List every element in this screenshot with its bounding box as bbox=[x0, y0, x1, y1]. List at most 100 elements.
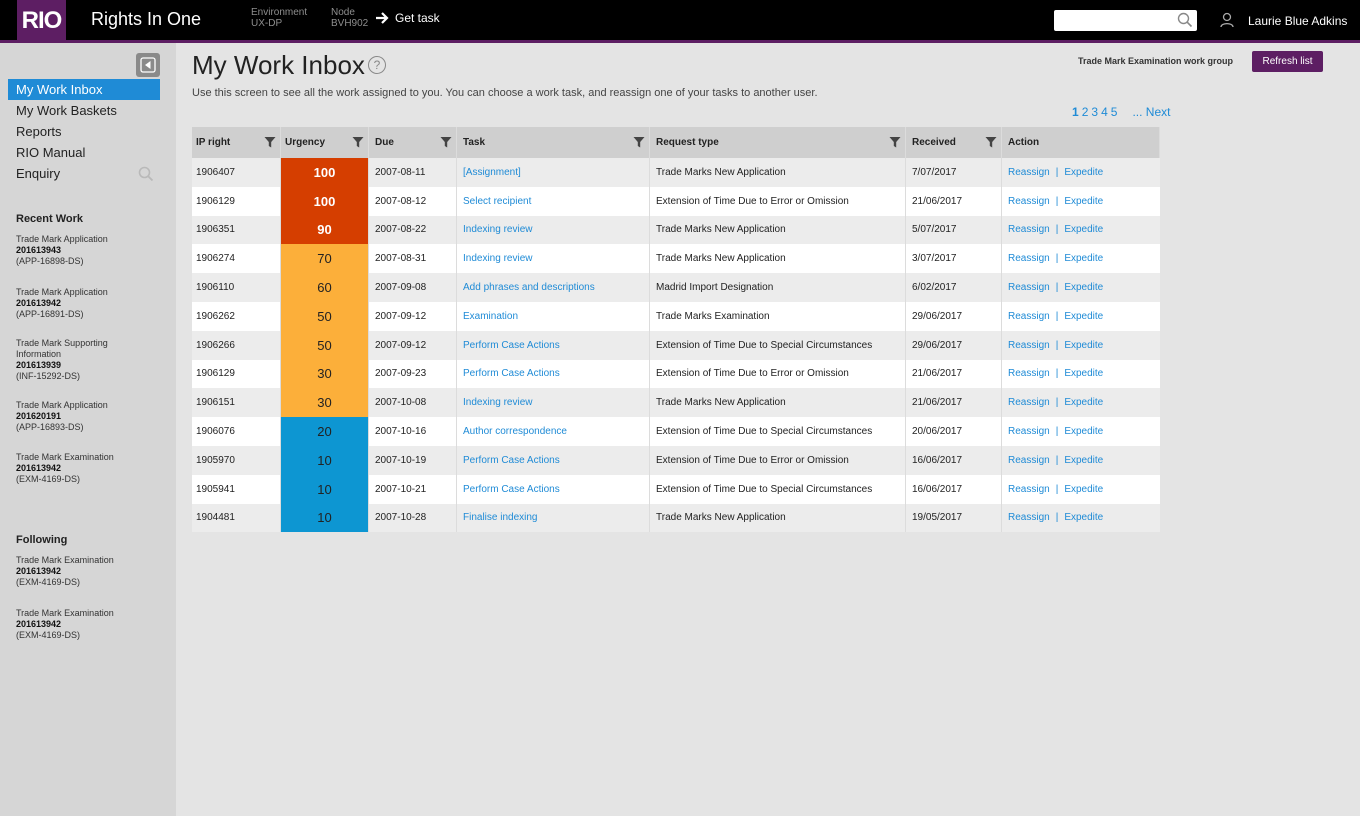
reassign-link[interactable]: Reassign bbox=[1008, 512, 1050, 524]
get-task-button[interactable]: Get task bbox=[375, 11, 440, 25]
table-row[interactable]: 1904481 10 2007-10-28 Finalise indexing Trad… bbox=[192, 503, 1160, 533]
page-link-1[interactable]: 1 bbox=[1072, 105, 1079, 119]
column-header-request-type[interactable]: Request type bbox=[650, 127, 906, 158]
table-row[interactable]: 1905970 10 2007-10-19 Perform Case Actions E… bbox=[192, 445, 1160, 475]
sidebar-item-rio-manual[interactable]: RIO Manual bbox=[16, 145, 86, 160]
task-link[interactable]: Author correspondence bbox=[463, 426, 567, 438]
help-icon[interactable]: ? bbox=[368, 56, 386, 74]
rio-logo[interactable]: RIO bbox=[17, 0, 66, 42]
column-header-ip-right[interactable]: IP right bbox=[192, 127, 281, 158]
recent-work-item[interactable]: Trade Mark Application 201613943 (APP-16… bbox=[16, 234, 108, 267]
expedite-link[interactable]: Expedite bbox=[1064, 310, 1104, 322]
filter-icon[interactable] bbox=[985, 136, 997, 148]
expedite-link[interactable]: Expedite bbox=[1064, 195, 1104, 207]
recent-work-item[interactable]: Trade Mark Examination 201613942 (EXM-41… bbox=[16, 452, 114, 485]
task-link[interactable]: Perform Case Actions bbox=[463, 339, 560, 351]
task-link[interactable]: Indexing review bbox=[463, 224, 533, 236]
table-row[interactable]: 1906129 30 2007-09-23 Perform Case Actions E… bbox=[192, 359, 1160, 389]
filter-icon[interactable] bbox=[264, 136, 276, 148]
table-row[interactable]: 1906274 70 2007-08-31 Indexing review Trade … bbox=[192, 244, 1160, 274]
expedite-link[interactable]: Expedite bbox=[1064, 512, 1104, 524]
table-row[interactable]: 1906262 50 2007-09-12 Examination Trade Mark… bbox=[192, 301, 1160, 331]
task-link[interactable]: Select recipient bbox=[463, 195, 532, 207]
task-link[interactable]: Add phrases and descriptions bbox=[463, 282, 595, 294]
cell-task: Indexing review bbox=[457, 388, 650, 418]
task-link[interactable]: Indexing review bbox=[463, 253, 533, 265]
reassign-link[interactable]: Reassign bbox=[1008, 454, 1050, 466]
column-header-task[interactable]: Task bbox=[457, 127, 650, 158]
table-row[interactable]: 1906129 100 2007-08-12 Select recipient Exte… bbox=[192, 186, 1160, 216]
filter-icon[interactable] bbox=[889, 136, 901, 148]
page-next-link[interactable]: ... Next bbox=[1132, 105, 1171, 119]
column-header-due[interactable]: Due bbox=[369, 127, 457, 158]
cell-due-date: 2007-10-21 bbox=[369, 474, 457, 504]
sidebar-item-my-work-inbox[interactable]: My Work Inbox bbox=[8, 79, 160, 100]
sidebar-item-reports[interactable]: Reports bbox=[16, 124, 62, 139]
search-icon[interactable] bbox=[1177, 12, 1193, 28]
task-link[interactable]: Finalise indexing bbox=[463, 512, 538, 524]
column-header-received[interactable]: Received bbox=[906, 127, 1002, 158]
reassign-link[interactable]: Reassign bbox=[1008, 339, 1050, 351]
reassign-link[interactable]: Reassign bbox=[1008, 224, 1050, 236]
reassign-link[interactable]: Reassign bbox=[1008, 253, 1050, 265]
expedite-link[interactable]: Expedite bbox=[1064, 483, 1104, 495]
sidebar-item-my-work-baskets[interactable]: My Work Baskets bbox=[16, 103, 117, 118]
following-item[interactable]: Trade Mark Examination 201613942 (EXM-41… bbox=[16, 555, 114, 588]
page-link-3[interactable]: 3 bbox=[1091, 105, 1099, 119]
expedite-link[interactable]: Expedite bbox=[1064, 166, 1104, 178]
recent-work-item[interactable]: Trade Mark Application 201613942 (APP-16… bbox=[16, 287, 108, 320]
search-input[interactable] bbox=[1054, 10, 1169, 31]
table-row[interactable]: 1906407 100 2007-08-11 [Assignment] Trade Ma… bbox=[192, 158, 1160, 187]
cell-task: Perform Case Actions bbox=[457, 330, 650, 360]
table-row[interactable]: 1906151 30 2007-10-08 Indexing review Trade … bbox=[192, 388, 1160, 418]
table-row[interactable]: 1906110 60 2007-09-08 Add phrases and descr… bbox=[192, 273, 1160, 302]
table-row[interactable]: 1905941 10 2007-10-21 Perform Case Actions E… bbox=[192, 474, 1160, 504]
recent-work-item[interactable]: Trade Mark Application 201620191 (APP-16… bbox=[16, 400, 108, 433]
page-link-2[interactable]: 2 bbox=[1081, 105, 1089, 119]
expedite-link[interactable]: Expedite bbox=[1064, 224, 1104, 236]
expedite-link[interactable]: Expedite bbox=[1064, 282, 1104, 294]
reassign-link[interactable]: Reassign bbox=[1008, 310, 1050, 322]
recent-work-item[interactable]: Trade Mark Supporting Information 201613… bbox=[16, 338, 108, 382]
cell-received-date: 29/06/2017 bbox=[906, 301, 1002, 331]
task-link[interactable]: Perform Case Actions bbox=[463, 454, 560, 466]
user-name[interactable]: Laurie Blue Adkins bbox=[1248, 14, 1348, 28]
expedite-link[interactable]: Expedite bbox=[1064, 339, 1104, 351]
expedite-link[interactable]: Expedite bbox=[1064, 397, 1104, 409]
reassign-link[interactable]: Reassign bbox=[1008, 397, 1050, 409]
task-link[interactable]: Perform Case Actions bbox=[463, 483, 560, 495]
filter-icon[interactable] bbox=[352, 136, 364, 148]
task-link[interactable]: Perform Case Actions bbox=[463, 368, 560, 380]
expedite-link[interactable]: Expedite bbox=[1064, 253, 1104, 265]
task-link[interactable]: [Assignment] bbox=[463, 166, 521, 178]
reassign-link[interactable]: Reassign bbox=[1008, 426, 1050, 438]
cell-task: Examination bbox=[457, 301, 650, 331]
expedite-link[interactable]: Expedite bbox=[1064, 426, 1104, 438]
cell-task: Perform Case Actions bbox=[457, 474, 650, 504]
reassign-link[interactable]: Reassign bbox=[1008, 195, 1050, 207]
filter-icon[interactable] bbox=[440, 136, 452, 148]
page-link-5[interactable]: 5 bbox=[1110, 105, 1118, 119]
table-row[interactable]: 1906076 20 2007-10-16 Author correspondence… bbox=[192, 417, 1160, 446]
reassign-link[interactable]: Reassign bbox=[1008, 483, 1050, 495]
collapse-sidebar-button[interactable] bbox=[136, 53, 160, 77]
search-icon[interactable] bbox=[138, 166, 154, 182]
user-icon[interactable] bbox=[1220, 12, 1234, 28]
table-row[interactable]: 1906266 50 2007-09-12 Perform Case Actions E… bbox=[192, 330, 1160, 360]
page-link-4[interactable]: 4 bbox=[1101, 105, 1108, 119]
reassign-link[interactable]: Reassign bbox=[1008, 282, 1050, 294]
refresh-list-button[interactable]: Refresh list bbox=[1252, 51, 1323, 72]
task-link[interactable]: Examination bbox=[463, 310, 519, 322]
expedite-link[interactable]: Expedite bbox=[1064, 368, 1104, 380]
table-row[interactable]: 1906351 90 2007-08-22 Indexing review Trade … bbox=[192, 215, 1160, 245]
expedite-link[interactable]: Expedite bbox=[1064, 454, 1104, 466]
following-item[interactable]: Trade Mark Examination 201613942 (EXM-41… bbox=[16, 608, 114, 641]
column-header-urgency[interactable]: Urgency bbox=[281, 127, 369, 158]
sidebar-item-enquiry[interactable]: Enquiry bbox=[8, 163, 160, 184]
page-intro: Use this screen to see all the work assi… bbox=[192, 87, 818, 99]
filter-icon[interactable] bbox=[633, 136, 645, 148]
reassign-link[interactable]: Reassign bbox=[1008, 166, 1050, 178]
reassign-link[interactable]: Reassign bbox=[1008, 368, 1050, 380]
cell-received-date: 20/06/2017 bbox=[906, 417, 1002, 446]
task-link[interactable]: Indexing review bbox=[463, 397, 533, 409]
